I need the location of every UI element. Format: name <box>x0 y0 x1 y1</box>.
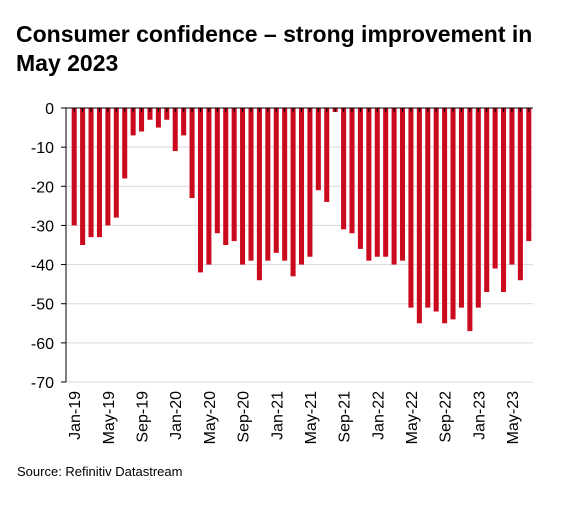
bar-Feb-19 <box>80 108 86 245</box>
bar-Aug-19 <box>130 108 136 136</box>
bar-Mar-19 <box>88 108 94 238</box>
bar-Aug-22 <box>433 108 439 312</box>
bar-Jul-19 <box>122 108 128 179</box>
bar-Feb-22 <box>383 108 389 257</box>
bar-Aug-20 <box>231 108 237 242</box>
y-tick-label: -50 <box>31 297 54 314</box>
y-tick-label: -20 <box>31 179 54 196</box>
bar-Sep-20 <box>240 108 246 265</box>
bar-Nov-22 <box>458 108 464 308</box>
bar-Dec-22 <box>467 108 473 332</box>
y-tick-label: -40 <box>31 258 54 275</box>
bar-Sep-22 <box>442 108 448 324</box>
bar-undefined <box>517 108 523 281</box>
bar-Jun-20 <box>214 108 220 234</box>
bar-Oct-19 <box>147 108 153 120</box>
bar-Sep-19 <box>139 108 145 132</box>
x-tick-label: May-22 <box>404 391 421 444</box>
y-tick-label: -10 <box>31 140 54 157</box>
bar-Jan-21 <box>273 108 279 253</box>
bar-Mar-23 <box>492 108 498 269</box>
x-tick-label: Sep-20 <box>236 391 253 443</box>
bar-Jan-22 <box>374 108 380 257</box>
bar-Jan-20 <box>172 108 178 152</box>
bar-Feb-21 <box>282 108 288 261</box>
bar-Nov-20 <box>256 108 262 281</box>
bar-May-23 <box>509 108 515 265</box>
y-tick-label: 0 <box>45 101 54 118</box>
bar-May-22 <box>408 108 414 308</box>
x-tick-label: May-23 <box>505 391 522 444</box>
x-tick-label: May-20 <box>202 391 219 444</box>
bar-Mar-21 <box>290 108 296 277</box>
bar-Jun-21 <box>315 108 321 191</box>
bar-Jul-21 <box>324 108 330 202</box>
bar-Feb-23 <box>484 108 490 292</box>
bar-Nov-19 <box>155 108 161 128</box>
x-tick-label: Sep-22 <box>438 391 455 443</box>
bar-Oct-21 <box>349 108 355 234</box>
x-tick-label: Jan-23 <box>471 391 488 440</box>
x-tick-label: Sep-19 <box>135 391 152 443</box>
bar-undefined <box>526 108 532 242</box>
bar-Apr-19 <box>96 108 102 238</box>
y-tick-label: -60 <box>31 336 54 353</box>
bar-Jun-22 <box>416 108 422 324</box>
bar-Nov-21 <box>357 108 363 249</box>
source-note: Source: Refinitiv Datastream <box>17 464 183 479</box>
x-tick-label: May-21 <box>303 391 320 444</box>
bar-Oct-22 <box>450 108 456 320</box>
bar-Dec-21 <box>366 108 372 261</box>
bar-Sep-21 <box>341 108 347 230</box>
bar-Apr-21 <box>298 108 305 265</box>
bar-Oct-20 <box>248 108 254 261</box>
y-tick-label: -70 <box>31 375 54 392</box>
bar-Apr-20 <box>197 108 204 273</box>
x-tick-label: May-19 <box>101 391 118 444</box>
bar-May-19 <box>105 108 111 226</box>
bar-Jul-22 <box>425 108 431 308</box>
x-tick-label: Sep-21 <box>337 391 354 443</box>
bar-Jan-19 <box>71 108 77 226</box>
bar-Apr-23 <box>501 108 507 292</box>
x-tick-label: Jan-22 <box>370 391 387 440</box>
bar-Feb-20 <box>181 108 187 136</box>
bar-Dec-20 <box>265 108 271 261</box>
bar-Dec-19 <box>164 108 170 120</box>
x-tick-label: Jan-21 <box>269 391 286 440</box>
bar-Apr-22 <box>399 108 406 261</box>
bar-Mar-22 <box>391 108 397 265</box>
x-tick-label: Jan-20 <box>168 391 185 440</box>
y-tick-label: -30 <box>31 218 54 235</box>
bar-Jul-20 <box>223 108 229 245</box>
x-tick-label: Jan-19 <box>67 391 84 440</box>
bar-Jan-23 <box>475 108 481 308</box>
bar-Jun-19 <box>113 108 119 218</box>
chart-title: Consumer confidence – strong improvement… <box>16 21 533 76</box>
bar-May-20 <box>206 108 212 265</box>
bar-May-21 <box>307 108 313 257</box>
bar-Mar-20 <box>189 108 195 199</box>
